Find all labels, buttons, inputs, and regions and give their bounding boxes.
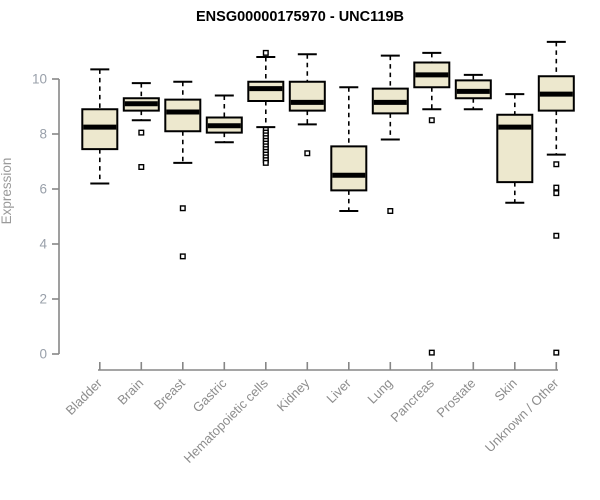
- median-line: [415, 72, 449, 78]
- box-rect: [164, 98, 202, 133]
- box-pancreas: [413, 51, 451, 356]
- median-line: [456, 88, 490, 94]
- x-category-label-breast: Breast: [151, 375, 188, 412]
- x-category-label-gastric: Gastric: [190, 375, 230, 415]
- median-line: [373, 99, 407, 105]
- median-line: [83, 124, 117, 130]
- x-category-label-brain: Brain: [114, 376, 146, 408]
- median-line: [124, 101, 158, 107]
- median-line: [539, 91, 573, 97]
- outlier-point: [428, 349, 435, 356]
- y-axis-title: Expression: [0, 158, 14, 225]
- outlier-point: [387, 207, 394, 214]
- median-line: [332, 172, 366, 178]
- x-category-label-pancreas: Pancreas: [387, 375, 437, 425]
- box-gastric: [205, 94, 243, 144]
- y-tick-label: 6: [39, 182, 47, 197]
- x-category-label-prostate: Prostate: [434, 376, 479, 421]
- outlier-point: [553, 184, 560, 191]
- outlier-point: [138, 129, 145, 136]
- box-liver: [330, 86, 368, 212]
- box-brain: [122, 82, 160, 170]
- median-line: [166, 109, 200, 115]
- box-lung: [371, 54, 409, 214]
- median-line: [207, 123, 241, 129]
- x-category-label-lung: Lung: [364, 376, 395, 407]
- chart-title: ENSG00000175970 - UNC119B: [196, 9, 404, 25]
- x-category-label-bladder: Bladder: [63, 375, 106, 418]
- outlier-point: [179, 205, 186, 212]
- x-category-label-skin: Skin: [491, 376, 519, 404]
- box-breast: [164, 80, 202, 260]
- outlier-point: [138, 163, 145, 170]
- outlier-point: [553, 232, 560, 239]
- median-line: [290, 99, 324, 105]
- y-tick-label: 8: [39, 127, 47, 142]
- y-tick-label: 10: [32, 72, 47, 87]
- outlier-point: [262, 49, 269, 56]
- median-line: [249, 86, 283, 92]
- box-rect: [330, 145, 368, 192]
- median-line: [498, 124, 532, 130]
- box-hematopoietic-cells: [247, 49, 285, 166]
- x-category-label-liver: Liver: [323, 375, 354, 406]
- outlier-point: [553, 349, 560, 356]
- outlier-point: [262, 159, 269, 166]
- box-skin: [496, 93, 534, 204]
- box-unknown-other: [537, 40, 575, 356]
- box-rect: [247, 80, 285, 102]
- outlier-point: [553, 190, 560, 197]
- outlier-point: [428, 117, 435, 124]
- y-tick-label: 0: [39, 347, 47, 362]
- box-rect: [288, 80, 326, 112]
- box-bladder: [81, 68, 119, 185]
- outlier-point: [553, 161, 560, 168]
- outlier-point: [304, 150, 311, 157]
- x-category-label-unknown-other: Unknown / Other: [482, 375, 562, 455]
- box-kidney: [288, 53, 326, 157]
- box-prostate: [454, 73, 492, 111]
- x-category-label-kidney: Kidney: [274, 375, 313, 414]
- y-tick-label: 4: [39, 237, 47, 252]
- y-tick-label: 2: [39, 292, 47, 307]
- outlier-point: [179, 253, 186, 260]
